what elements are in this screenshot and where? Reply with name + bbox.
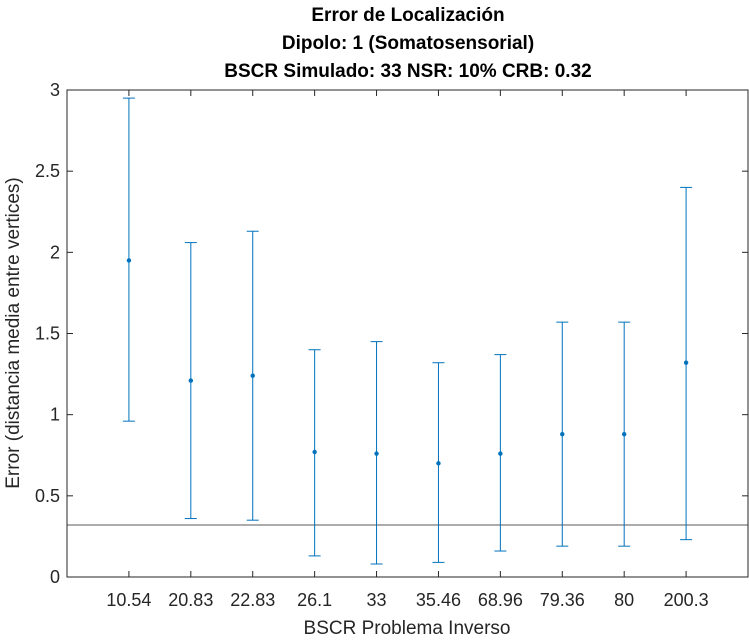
x-axis-label: BSCR Problema Inverso xyxy=(304,618,511,639)
x-tick-label-8: 80 xyxy=(614,590,634,610)
x-tick-label-2: 22.83 xyxy=(230,590,275,610)
data-point-3 xyxy=(312,449,317,455)
data-point-8 xyxy=(621,431,627,437)
x-tick-label-3: 26.1 xyxy=(297,590,332,610)
y-tick-label-6: 3 xyxy=(50,80,60,100)
y-tick-label-2: 1 xyxy=(50,405,60,425)
x-tick-label-6: 68.96 xyxy=(478,590,523,610)
data-point-0 xyxy=(126,258,132,263)
plot-area xyxy=(67,90,748,577)
error-bar-marks xyxy=(122,97,693,565)
data-point-6 xyxy=(498,451,503,456)
chart-title-line-1: Error de Localización xyxy=(311,5,504,26)
data-point-4 xyxy=(374,451,379,456)
y-tick-label-5: 2.5 xyxy=(35,161,60,181)
data-point-7 xyxy=(560,431,565,437)
data-point-2 xyxy=(250,373,255,378)
y-tick-label-1: 0.5 xyxy=(35,486,60,506)
chart-title-line-2: Dipolo: 1 (Somatosensorial) xyxy=(282,33,534,54)
x-tick-label-9: 200.3 xyxy=(664,590,709,610)
data-point-5 xyxy=(436,461,441,466)
x-tick-label-1: 20.83 xyxy=(168,590,213,610)
x-tick-label-4: 33 xyxy=(367,590,387,610)
data-point-1 xyxy=(188,378,194,383)
y-tick-label-0: 0 xyxy=(50,567,60,587)
axes-group: 0 0.5 1 1.5 2 2.5 3 10.54 20.83 22.83 26.1 33 35.46 6… xyxy=(35,80,749,610)
data-point-9 xyxy=(683,360,689,365)
chart-title: Error de Localización Dipolo: 1 (Somatos… xyxy=(224,5,591,82)
x-tick-label-5: 35.46 xyxy=(416,590,461,610)
y-tick-label-4: 2 xyxy=(50,242,60,262)
chart-title-line-3: BSCR Simulado: 33 NSR: 10% CRB: 0.32 xyxy=(224,61,591,82)
x-tick-label-0: 10.54 xyxy=(106,590,151,610)
y-tick-label-3: 1.5 xyxy=(35,324,60,344)
x-tick-label-7: 79.36 xyxy=(540,590,585,610)
y-axis-label: Error (distancia media entre vertices) xyxy=(3,177,24,489)
